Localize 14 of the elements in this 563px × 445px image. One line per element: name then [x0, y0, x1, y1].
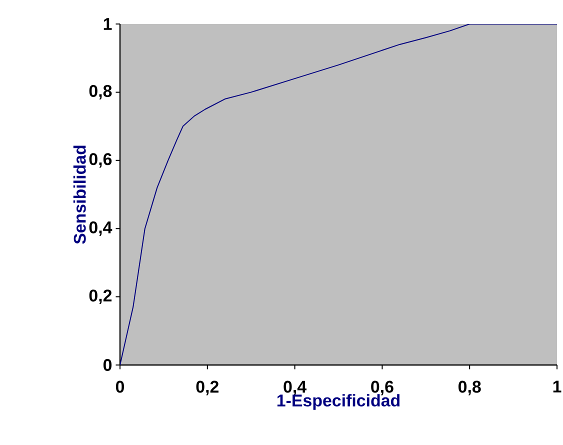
- x-tick-label: 0,6: [371, 380, 394, 396]
- y-tick-label: 0: [103, 359, 112, 371]
- x-tick-label: 0,4: [284, 380, 306, 396]
- y-tick-label: 0,4: [89, 221, 112, 236]
- x-tick-label: 1: [553, 380, 562, 392]
- y-tick-label: 0,6: [89, 153, 112, 168]
- x-tick-label: 0,2: [196, 380, 218, 396]
- y-tick-label: 1: [104, 18, 112, 30]
- y-tick-label: 0,8: [89, 84, 112, 100]
- x-tick-label: 0,8: [458, 380, 481, 396]
- x-axis-title: 1-Especificidad: [277, 394, 400, 410]
- y-tick-label: 0,2: [89, 290, 112, 304]
- y-axis-title: Sensibilidad: [73, 146, 86, 244]
- x-tick-label: 0: [116, 380, 124, 393]
